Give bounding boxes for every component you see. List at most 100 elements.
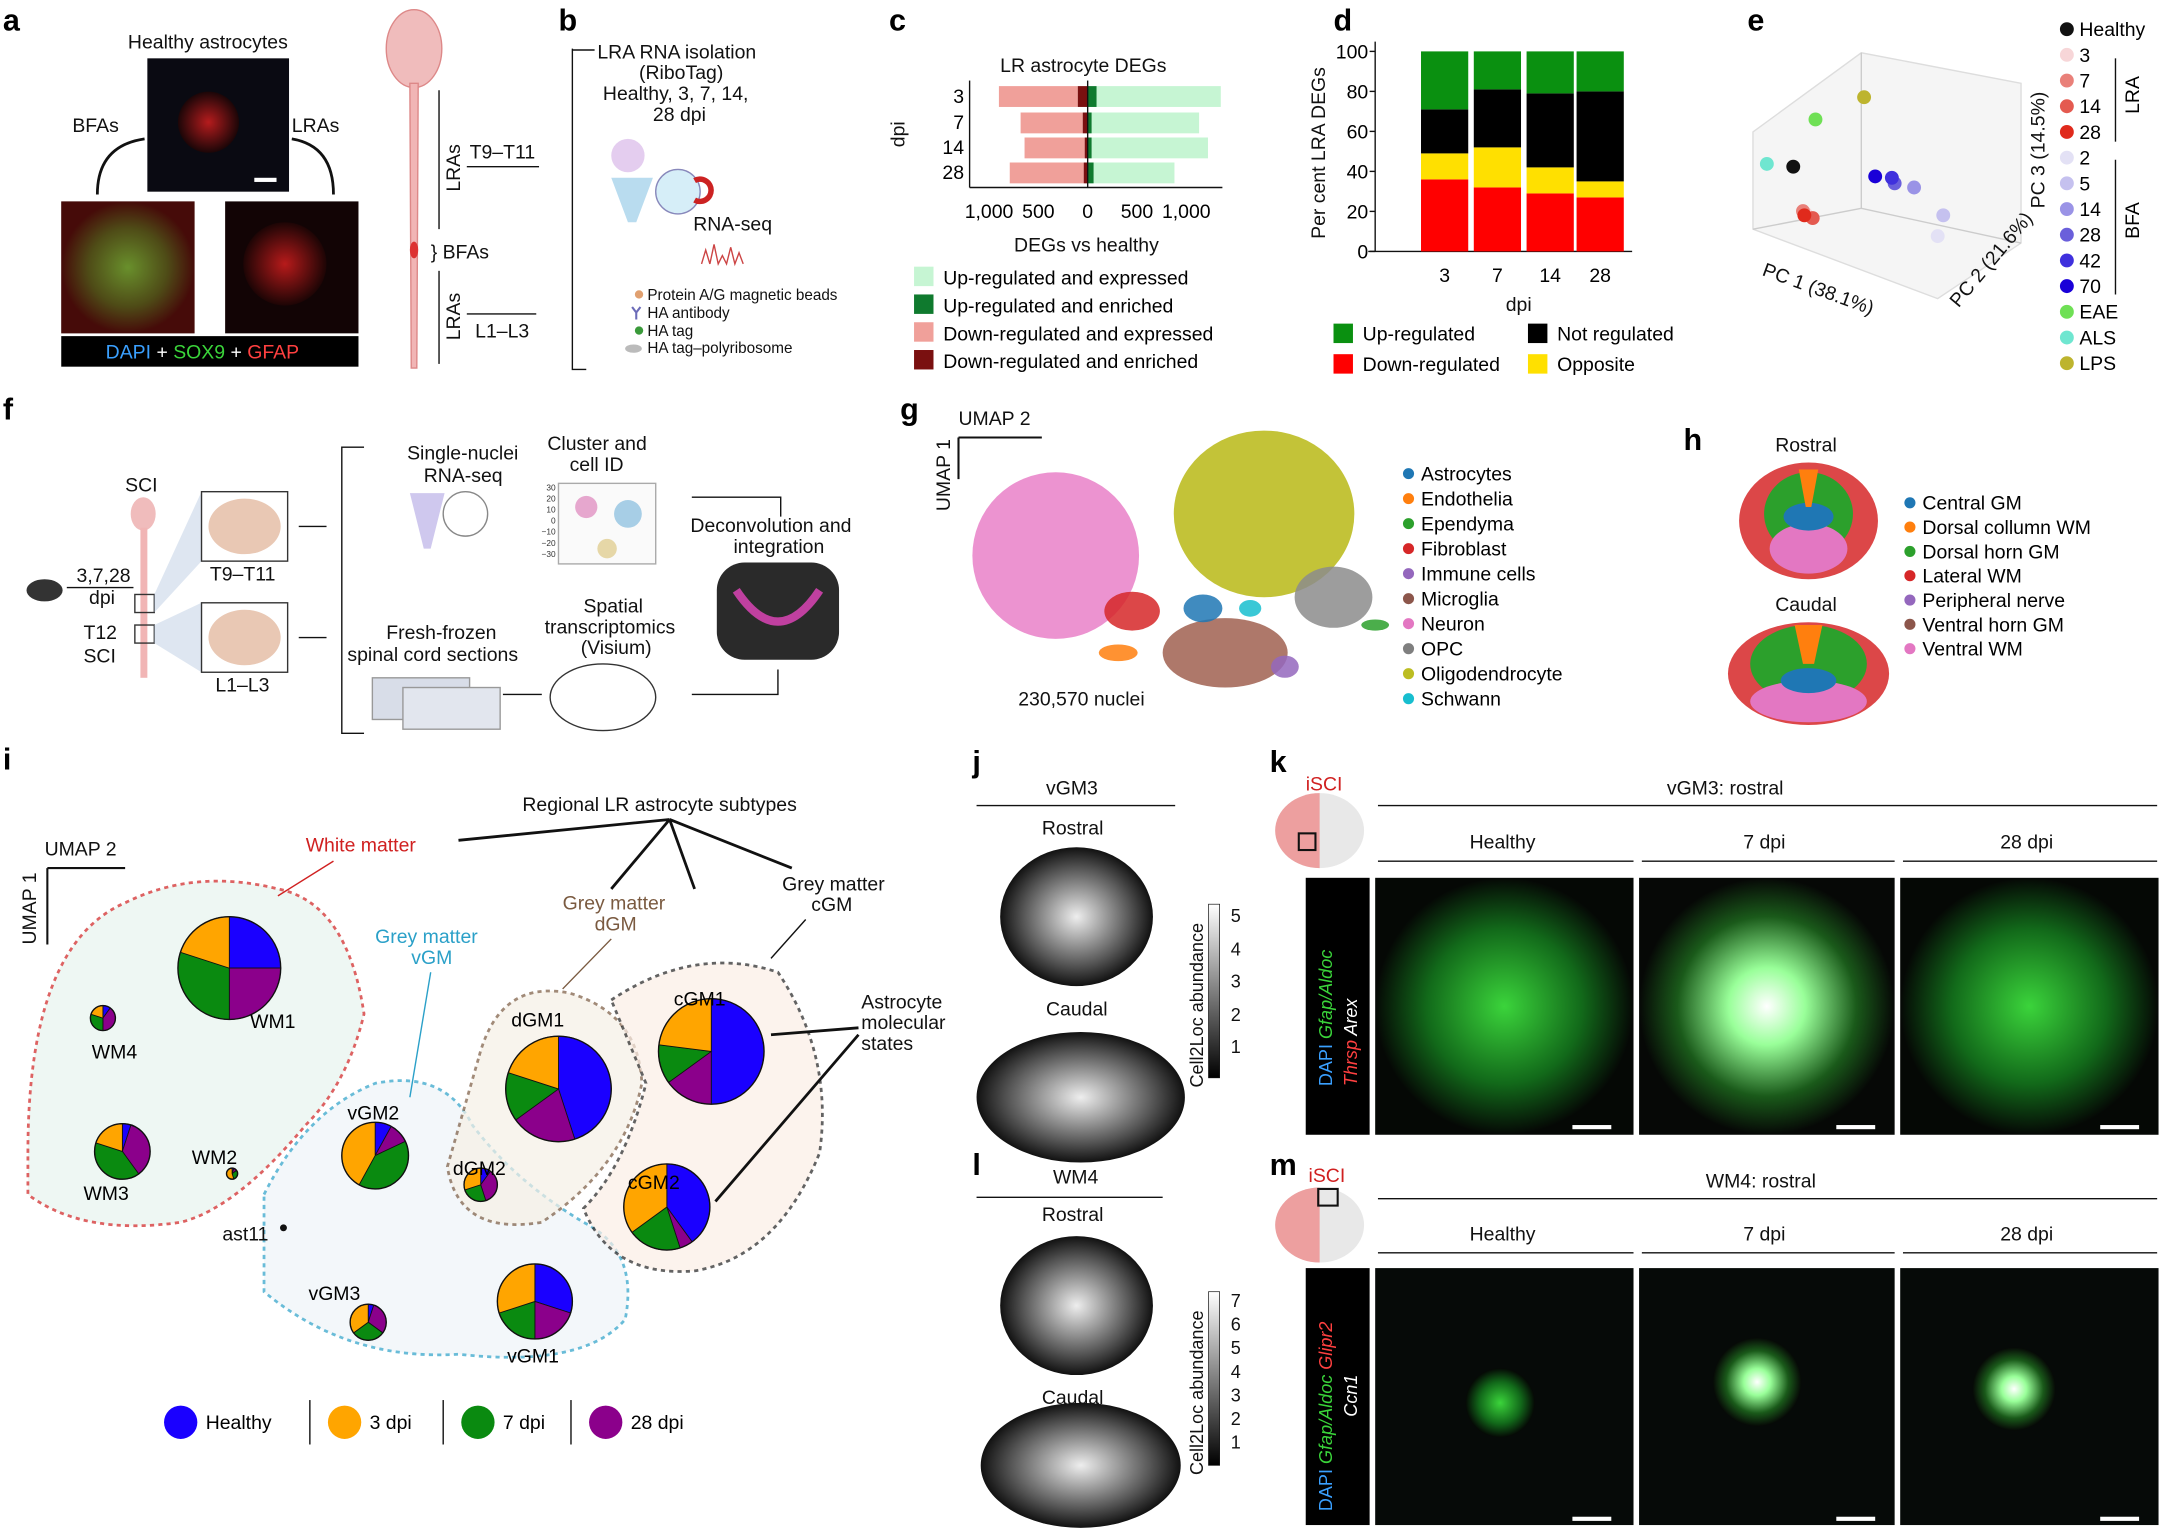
d-legend-swatch <box>1333 354 1353 374</box>
magnet-icon <box>693 176 714 205</box>
d-bar-up-regulated <box>1576 51 1624 92</box>
d-bar-opposite <box>1473 147 1522 188</box>
d-legend-label: Not regulated <box>1557 323 1674 345</box>
panel-b: LRA RNA isolation (RiboTag) Healthy, 3, … <box>571 41 838 371</box>
h-legend-label: Ventral horn GM <box>1922 614 2064 636</box>
m-col-28dpi: 28 dpi <box>2000 1223 2053 1245</box>
k-channels: DAPI Gfap/Aldoc <box>1316 950 1336 1086</box>
pie-label: WM4 <box>92 1041 138 1063</box>
e-point-5 <box>1936 208 1951 223</box>
cluster-axis-tick: 0 <box>551 516 556 526</box>
pie-label: dGM2 <box>453 1158 506 1180</box>
g-legend-label: Immune cells <box>1421 564 1536 586</box>
pie-label: WM1 <box>250 1011 295 1033</box>
cord-l1-l3: L1–L3 <box>475 321 529 343</box>
c-bar-up-expressed <box>1093 162 1175 184</box>
l-tick: 3 <box>1231 1385 1241 1405</box>
nuclei-drop-icon <box>442 490 489 537</box>
m-injured-side <box>1275 1187 1320 1263</box>
cluster-astrocytes <box>1183 594 1223 623</box>
panel-k: iSCI vGM3: rostral Healthy 7 dpi 28 dpi … <box>1275 773 2159 1135</box>
pie-label: dGM1 <box>511 1009 564 1031</box>
panel-label-e: e <box>1747 4 1764 38</box>
k-title: vGM3: rostral <box>1667 777 1784 799</box>
m-cell <box>1465 1368 1535 1438</box>
panel-label-h: h <box>1684 423 1703 457</box>
c-bar-down-expressed <box>998 86 1078 107</box>
rnaseq-trace <box>700 244 744 267</box>
i-pies: WM1 WM4 WM3 WM2 vGM2 dGM1 dGM2 cGM1 cGM2 vGM3 vGM1 <box>83 916 765 1368</box>
h-caudal-ventral <box>1750 680 1867 723</box>
cluster <box>597 538 617 559</box>
l-tick: 2 <box>1231 1409 1241 1429</box>
bfa-image <box>61 201 195 334</box>
d-ylabel: Per cent LRA DEGs <box>1308 67 1330 239</box>
j-rostral: Rostral <box>1042 818 1104 840</box>
e-legend-marker <box>2059 47 2074 62</box>
b-line2: (RiboTag) <box>639 62 723 84</box>
pie-outline <box>623 1163 711 1251</box>
h-legend-label: Dorsal horn GM <box>1922 541 2059 563</box>
d-bar-not-regulated <box>1576 91 1624 182</box>
c-xtick: 1,000 <box>1162 201 1211 223</box>
i-legend-label: 7 dpi <box>503 1412 545 1434</box>
i-umap1: UMAP 1 <box>19 872 41 944</box>
g-legend-label: Ependyma <box>1421 514 1514 536</box>
cluster-opc <box>1294 566 1373 628</box>
a-title: Healthy astrocytes <box>128 32 288 54</box>
e-legend-label: 7 <box>2079 71 2090 93</box>
cluster-microglia <box>1162 618 1288 688</box>
pie-label: vGM1 <box>507 1346 559 1368</box>
d-ytick: 40 <box>1347 161 1369 183</box>
f-cl1: Cluster and <box>547 433 646 455</box>
e-point-14 <box>1907 180 1922 195</box>
j-cbar-label: Cell2Loc abundance <box>1187 923 1207 1088</box>
c-bar-up-enriched <box>1087 86 1097 107</box>
f-dpi2: dpi <box>89 587 115 609</box>
panel-label-g: g <box>900 392 919 426</box>
c-bar-up-expressed <box>1096 86 1221 107</box>
panel-label-a: a <box>3 4 21 38</box>
stain-legend-bar <box>61 336 359 367</box>
e-legend-label: 14 <box>2079 199 2101 221</box>
m-cell <box>1972 1347 2056 1431</box>
i-legend-marker <box>589 1405 623 1439</box>
f-arrow-4 <box>691 496 782 517</box>
i-ams2: molecular <box>861 1012 946 1034</box>
scale-bar <box>254 177 277 182</box>
i-gmv2: vGM <box>411 947 452 969</box>
c-xtick: 500 <box>1121 201 1154 223</box>
c-bar-down-expressed <box>1009 162 1084 184</box>
k-image-7dpi <box>1639 877 1895 1135</box>
panel-l: WM4 Rostral Caudal Cell2Loc abundance 1 … <box>976 1166 1241 1528</box>
d-ytick: 20 <box>1347 201 1369 223</box>
f-sci: SCI <box>125 475 157 497</box>
c-ytick: 14 <box>942 137 964 159</box>
e-legend-label: 28 <box>2079 122 2101 144</box>
d-xtick: 28 <box>1589 265 1611 287</box>
i-gmd2: dGM <box>595 914 637 936</box>
d-ytick: 0 <box>1357 241 1368 263</box>
m-col-7dpi: 7 dpi <box>1743 1223 1785 1245</box>
g-legend-marker <box>1402 593 1415 605</box>
j-title: vGM3 <box>1046 777 1098 799</box>
c-ytick: 3 <box>953 86 964 108</box>
cluster-oligodendrocyte <box>1173 430 1355 598</box>
f-cl2: cell ID <box>570 454 624 476</box>
bfa-gfap-overlay <box>61 201 195 334</box>
c-legend-swatch <box>914 294 934 314</box>
cluster-ependyma <box>1361 619 1390 631</box>
l-tick: 4 <box>1231 1362 1241 1382</box>
f-l1: L1–L3 <box>215 675 269 697</box>
b-legend-antibody: HA antibody <box>647 305 730 322</box>
chart-c: LR astrocyte DEGs dpi DEGs vs healthy 3 7… <box>887 55 1223 256</box>
c-xlabel: DEGs vs healthy <box>1014 234 1159 256</box>
j-rostral-map <box>1000 847 1153 987</box>
d-xtick: 7 <box>1492 265 1503 287</box>
h-legend-marker <box>1904 545 1916 557</box>
b-legend-beads: Protein A/G magnetic beads <box>647 287 837 304</box>
visium-section <box>549 663 657 732</box>
b-legend-polyribosome: HA tag–polyribosome <box>647 340 792 357</box>
i-gmc1: Grey matter <box>782 873 885 895</box>
d-legend-swatch <box>1333 323 1353 344</box>
